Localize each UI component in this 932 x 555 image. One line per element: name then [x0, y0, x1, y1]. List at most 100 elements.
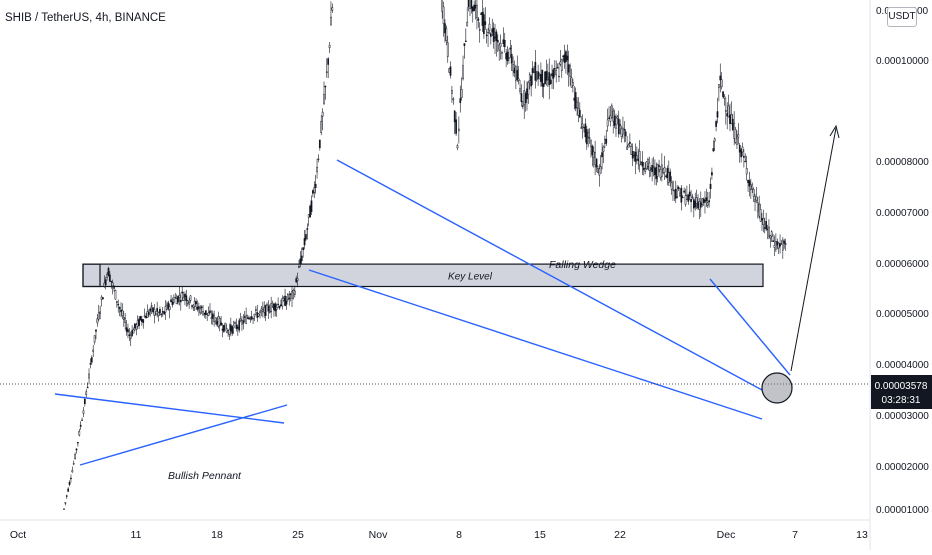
candle-body [444, 23, 446, 34]
candle-body [150, 305, 153, 307]
candle-body [117, 303, 120, 306]
candle-body [125, 327, 128, 332]
candle-body [667, 172, 670, 183]
candle-body [245, 315, 247, 324]
candle-body [456, 145, 459, 149]
candle-body [535, 78, 538, 80]
candle-body [553, 68, 556, 70]
candle-body [303, 238, 306, 246]
candle-body [184, 293, 186, 298]
candle-body [768, 226, 770, 237]
candle-body [207, 312, 210, 316]
candle-body [722, 91, 724, 97]
candle-body [298, 266, 300, 268]
candle-body [613, 115, 616, 126]
currency-unit-button[interactable]: USDT [887, 7, 917, 27]
time-tick-label: 15 [534, 529, 546, 541]
candle-body [692, 199, 695, 209]
candle-body [709, 183, 712, 190]
candle-body [687, 194, 690, 202]
projection-arrow-head [829, 124, 840, 139]
candle-body [120, 309, 122, 312]
candle-body [236, 326, 239, 329]
time-tick-label: 22 [614, 529, 626, 541]
candle-body [282, 297, 285, 301]
candle-body [572, 82, 574, 86]
time-tick-label: 11 [131, 529, 142, 541]
candle-body [605, 138, 608, 144]
candle-body [218, 317, 221, 326]
candle-body [727, 105, 730, 118]
candle-body [67, 488, 70, 492]
candle-body [549, 79, 552, 84]
candle-body [747, 179, 749, 183]
candle-body [584, 123, 587, 138]
candle-body [278, 306, 281, 309]
candle-body [751, 184, 754, 190]
candle-body [577, 107, 580, 116]
candle-body [711, 172, 713, 176]
candle-body [551, 73, 553, 77]
candle-body [453, 110, 456, 123]
candle-body [541, 69, 544, 87]
time-tick-label: 7 [792, 529, 798, 541]
candle-body [100, 296, 103, 300]
projection-arrow-line [790, 127, 837, 372]
candle-body [665, 175, 667, 177]
candle-body [474, 4, 477, 9]
candle-body [730, 114, 733, 124]
candle-body [93, 335, 96, 343]
candle-body [604, 139, 606, 144]
candle-body [291, 290, 293, 299]
candle-body [487, 31, 489, 34]
candle-body [476, 4, 478, 18]
candle-body [331, 7, 334, 11]
candle-body [766, 228, 769, 231]
candle-body [289, 293, 292, 296]
candle-body [302, 247, 304, 251]
candle-body [770, 231, 773, 237]
candle-body [547, 77, 549, 80]
candle-body [563, 54, 566, 63]
candle-body [642, 167, 645, 171]
candle-body [96, 318, 99, 324]
candle-body [676, 196, 679, 198]
candle-body [271, 306, 274, 308]
candle-body [157, 312, 160, 316]
candle-body [704, 199, 706, 203]
price-tick-label: 0.00007000 [876, 208, 929, 219]
candle-body [239, 318, 242, 321]
candle-body [72, 463, 75, 465]
candle-body [763, 227, 766, 229]
candle-body [783, 240, 786, 244]
candle-body [769, 235, 772, 239]
candle-body [758, 203, 761, 217]
candle-body [702, 198, 705, 203]
candle-body [185, 295, 188, 301]
candle-body [754, 199, 756, 203]
candle-body [726, 113, 729, 117]
candle-body [581, 123, 584, 128]
candle-body [573, 97, 576, 101]
candle-body [186, 300, 189, 304]
candle-body [118, 307, 121, 309]
candle-body [719, 75, 722, 81]
candle-body [592, 151, 595, 158]
candle-body [124, 318, 127, 324]
candle-body [167, 302, 170, 309]
candle-body [765, 221, 767, 230]
candle-body [274, 303, 277, 312]
candle-body [189, 295, 192, 301]
candle-body [494, 36, 496, 39]
candle-body [234, 322, 236, 324]
candle-body [590, 140, 592, 147]
candle-body [545, 71, 548, 81]
candle-body [761, 218, 763, 221]
candle-body [259, 311, 261, 313]
candle-body [296, 278, 299, 281]
candle-body [655, 167, 658, 180]
price-tick-label: 0.00003000 [876, 411, 929, 422]
candle-body [451, 89, 453, 94]
